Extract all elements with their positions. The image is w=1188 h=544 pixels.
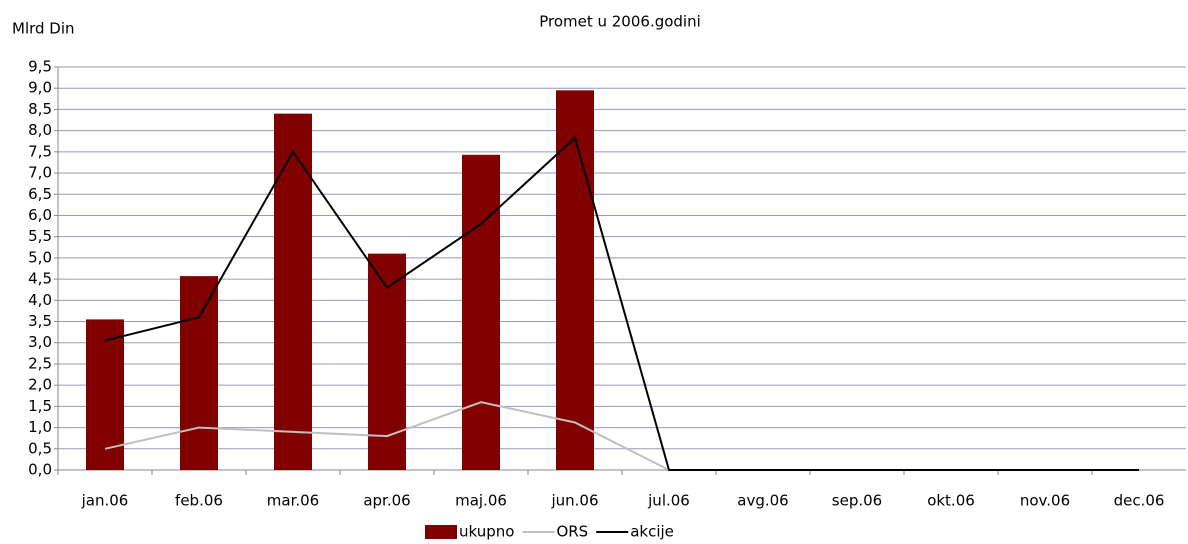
y-tick-label: 8,5: [28, 100, 52, 118]
y-tick-label: 3,5: [28, 312, 52, 330]
bar: [180, 276, 218, 470]
y-tick-label: 2,0: [28, 376, 52, 394]
x-tick-label: nov.06: [1020, 492, 1070, 510]
chart-title: Promet u 2006.godini: [539, 13, 701, 31]
legend-label: ORS: [556, 523, 588, 541]
y-tick-label: 9,0: [28, 79, 52, 97]
x-tick-label: mar.06: [267, 492, 319, 510]
x-tick-label: apr.06: [363, 492, 410, 510]
bar: [462, 154, 500, 470]
y-tick-label: 7,5: [28, 142, 52, 160]
y-tick-label: 0,0: [28, 461, 52, 479]
bar: [274, 113, 312, 471]
bar: [86, 319, 124, 470]
y-tick-label: 6,5: [28, 185, 52, 203]
y-tick-label: 6,0: [28, 206, 52, 224]
y-tick-label: 4,5: [28, 270, 52, 288]
y-tick-label: 3,0: [28, 333, 52, 351]
y-tick-label: 1,0: [28, 418, 52, 436]
bar: [556, 90, 594, 471]
x-tick-label: jan.06: [81, 492, 129, 510]
x-tick-label: jun.06: [550, 492, 598, 510]
line-series: [104, 401, 1139, 471]
x-tick-label: maj.06: [455, 492, 507, 510]
x-tick-label: jul.06: [647, 492, 690, 510]
y-axis-label: Mlrd Din: [12, 20, 75, 38]
y-tick-label: 9,5: [28, 58, 52, 76]
legend-label: ukupno: [459, 523, 514, 541]
y-tick-label: 8,0: [28, 121, 52, 139]
x-tick-label: dec.06: [1114, 492, 1165, 510]
y-tick-label: 7,0: [28, 164, 52, 182]
y-tick-label: 1,5: [28, 397, 52, 415]
y-tick-label: 4,0: [28, 291, 52, 309]
line-series: [104, 136, 1139, 471]
y-tick-label: 0,5: [28, 439, 52, 457]
x-tick-label: sep.06: [832, 492, 882, 510]
legend-label: akcije: [630, 523, 674, 541]
x-tick-label: feb.06: [175, 492, 223, 510]
x-tick-label: avg.06: [737, 492, 788, 510]
y-tick-label: 5,0: [28, 248, 52, 266]
legend-swatch: [425, 525, 457, 539]
y-tick-label: 5,5: [28, 227, 52, 245]
bar: [368, 253, 406, 470]
x-tick-label: okt.06: [927, 492, 975, 510]
y-tick-label: 2,5: [28, 354, 52, 372]
